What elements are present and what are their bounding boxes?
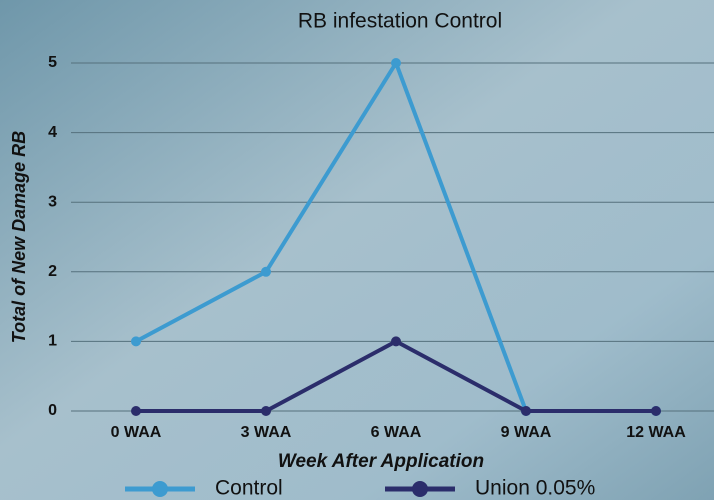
- x-tick-label: 3 WAA: [241, 424, 292, 441]
- y-tick-label: 3: [48, 193, 57, 210]
- data-point: [391, 58, 401, 68]
- data-point: [131, 406, 141, 416]
- y-tick-label: 5: [48, 54, 57, 71]
- y-axis-label: Total of New Damage RB: [9, 131, 29, 343]
- data-point: [261, 406, 271, 416]
- legend-marker: [152, 481, 168, 497]
- y-tick-label: 1: [48, 333, 57, 350]
- x-tick-label: 6 WAA: [371, 424, 422, 441]
- legend-marker: [412, 481, 428, 497]
- chart: RB infestation Control Week After Applic…: [0, 0, 714, 500]
- legend-label: Union 0.05%: [475, 477, 595, 500]
- x-tick-label: 0 WAA: [111, 424, 162, 441]
- data-point: [131, 336, 141, 346]
- chart-title: RB infestation Control: [298, 10, 502, 33]
- data-point: [521, 406, 531, 416]
- x-tick-label: 12 WAA: [626, 424, 686, 441]
- background: [0, 0, 714, 500]
- y-tick-label: 0: [48, 402, 57, 419]
- y-tick-label: 4: [48, 124, 57, 141]
- data-point: [391, 336, 401, 346]
- data-point: [261, 267, 271, 277]
- data-point: [651, 406, 661, 416]
- y-tick-label: 2: [48, 263, 57, 280]
- x-tick-label: 9 WAA: [501, 424, 552, 441]
- legend-label: Control: [215, 477, 283, 500]
- x-axis-label: Week After Application: [278, 451, 484, 472]
